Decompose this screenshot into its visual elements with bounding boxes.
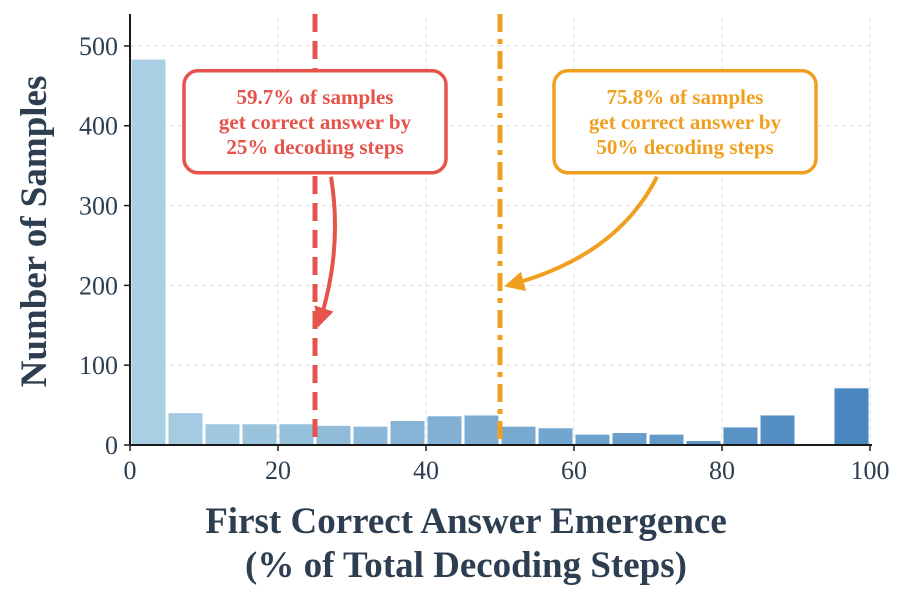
x-tick-label: 80 — [709, 456, 735, 485]
histogram-bar — [501, 426, 536, 445]
histogram-bar — [464, 415, 499, 445]
annotation-text-line: get correct answer by — [219, 110, 412, 134]
y-axis-title: Number of Samples — [14, 76, 55, 388]
annotation-text-line: get correct answer by — [589, 110, 782, 134]
histogram-bar — [760, 415, 795, 445]
y-tick-label: 300 — [79, 192, 118, 221]
histogram-bar — [649, 434, 684, 445]
axes — [129, 14, 872, 446]
annotation-text-line: 50% decoding steps — [596, 135, 773, 159]
x-tick-label: 0 — [124, 456, 137, 485]
histogram-bar — [168, 413, 203, 445]
annotation-arrow — [504, 175, 659, 291]
y-tick-label: 500 — [79, 32, 118, 61]
histogram-bar — [242, 424, 277, 445]
histogram-bars — [131, 59, 869, 445]
x-tick-label: 20 — [265, 456, 291, 485]
histogram-bar — [575, 434, 610, 445]
axis-titles: First Correct Answer Emergence(% of Tota… — [14, 76, 727, 586]
histogram-bar — [427, 416, 462, 445]
y-tick-label: 200 — [79, 271, 118, 300]
histogram-bar — [723, 427, 758, 445]
y-tick-label: 400 — [79, 112, 118, 141]
x-axis-title: First Correct Answer Emergence — [205, 501, 727, 542]
annotation-text-line: 59.7% of samples — [237, 85, 394, 109]
annotation-box — [552, 69, 818, 175]
x-tick-label: 100 — [851, 456, 890, 485]
annotation-text-line: 75.8% of samples — [607, 85, 764, 109]
tick-labels: 0 20 40 60 80 100 0 100 200 300 400 500 — [79, 32, 890, 485]
histogram-bar — [279, 424, 314, 445]
annotation-text-line: 25% decoding steps — [226, 135, 403, 159]
x-tick-label: 60 — [561, 456, 587, 485]
histogram-bar — [390, 421, 425, 445]
y-tick-label: 0 — [105, 431, 118, 460]
histogram-bar — [316, 425, 351, 445]
histogram-bar — [538, 428, 573, 445]
histogram-bar — [131, 59, 166, 445]
annotation-box — [182, 69, 448, 175]
histogram-bar — [686, 441, 721, 445]
x-tick-label: 40 — [413, 456, 439, 485]
histogram-bar — [205, 424, 240, 445]
histogram-bar — [834, 388, 869, 445]
histogram-bar — [353, 426, 388, 445]
x-axis-title: (% of Total Decoding Steps) — [245, 545, 687, 586]
histogram-bar — [612, 433, 647, 445]
y-tick-label: 100 — [79, 351, 118, 380]
annotation-arrow — [314, 176, 337, 328]
